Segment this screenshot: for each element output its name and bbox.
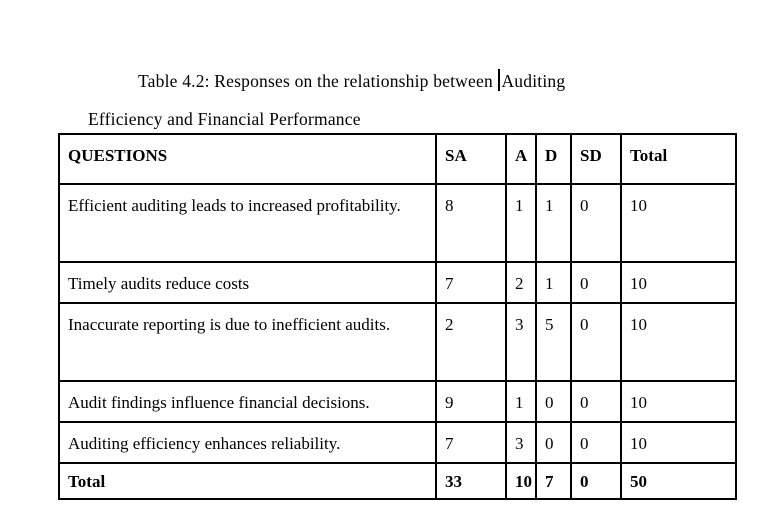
a-cell[interactable]: 3: [505, 302, 537, 382]
sa-cell[interactable]: 8: [435, 183, 507, 263]
responses-table: QUESTIONS SA A D SD Total Efficient audi…: [58, 133, 737, 500]
table-caption-line-2[interactable]: Efficiency and Financial Performance: [88, 108, 361, 129]
total-cell[interactable]: 10: [620, 380, 737, 423]
d-cell[interactable]: 0: [535, 421, 572, 464]
total-cell[interactable]: 10: [620, 421, 737, 464]
a-cell[interactable]: 1: [505, 380, 537, 423]
total-cell[interactable]: 10: [620, 261, 737, 304]
header-d[interactable]: D: [535, 133, 572, 185]
total-row: Total 33 10 7 0 50: [58, 462, 737, 500]
table-row: Timely audits reduce costs 7 2 1 0 10: [58, 261, 737, 304]
table-row: Audit findings influence financial decis…: [58, 380, 737, 423]
total-d-cell[interactable]: 7: [535, 462, 572, 500]
table-caption-line-1[interactable]: Table 4.2: Responses on the relationship…: [88, 62, 688, 100]
sa-cell[interactable]: 7: [435, 261, 507, 304]
caption-text-after-cursor: Auditing: [501, 70, 566, 91]
question-cell[interactable]: Audit findings influence financial decis…: [58, 380, 437, 423]
a-cell[interactable]: 1: [505, 183, 537, 263]
d-cell[interactable]: 1: [535, 261, 572, 304]
total-total-cell[interactable]: 50: [620, 462, 737, 500]
total-sa-cell[interactable]: 33: [435, 462, 507, 500]
a-cell[interactable]: 2: [505, 261, 537, 304]
table-row: Efficient auditing leads to increased pr…: [58, 183, 737, 263]
header-row: QUESTIONS SA A D SD Total: [58, 133, 737, 185]
table-row: Auditing efficiency enhances reliability…: [58, 421, 737, 464]
sd-cell[interactable]: 0: [570, 261, 622, 304]
sa-cell[interactable]: 2: [435, 302, 507, 382]
question-cell[interactable]: Efficient auditing leads to increased pr…: [58, 183, 437, 263]
header-total[interactable]: Total: [620, 133, 737, 185]
d-cell[interactable]: 0: [535, 380, 572, 423]
sd-cell[interactable]: 0: [570, 302, 622, 382]
header-sa[interactable]: SA: [435, 133, 507, 185]
text-cursor: [498, 68, 501, 91]
question-cell[interactable]: Inaccurate reporting is due to inefficie…: [58, 302, 437, 382]
header-questions[interactable]: QUESTIONS: [58, 133, 437, 185]
total-cell[interactable]: 10: [620, 183, 737, 263]
question-cell[interactable]: Auditing efficiency enhances reliability…: [58, 421, 437, 464]
header-a[interactable]: A: [505, 133, 537, 185]
table-caption[interactable]: Table 4.2: Responses on the relationship…: [88, 62, 688, 138]
total-sd-cell[interactable]: 0: [570, 462, 622, 500]
d-cell[interactable]: 1: [535, 183, 572, 263]
caption-text-before-cursor: Table 4.2: Responses on the relationship…: [138, 70, 498, 91]
total-label-cell[interactable]: Total: [58, 462, 437, 500]
header-sd[interactable]: SD: [570, 133, 622, 185]
sa-cell[interactable]: 9: [435, 380, 507, 423]
table-row: Inaccurate reporting is due to inefficie…: [58, 302, 737, 382]
question-cell[interactable]: Timely audits reduce costs: [58, 261, 437, 304]
sd-cell[interactable]: 0: [570, 421, 622, 464]
a-cell[interactable]: 3: [505, 421, 537, 464]
total-a-cell[interactable]: 10: [505, 462, 537, 500]
sa-cell[interactable]: 7: [435, 421, 507, 464]
total-cell[interactable]: 10: [620, 302, 737, 382]
sd-cell[interactable]: 0: [570, 380, 622, 423]
sd-cell[interactable]: 0: [570, 183, 622, 263]
d-cell[interactable]: 5: [535, 302, 572, 382]
